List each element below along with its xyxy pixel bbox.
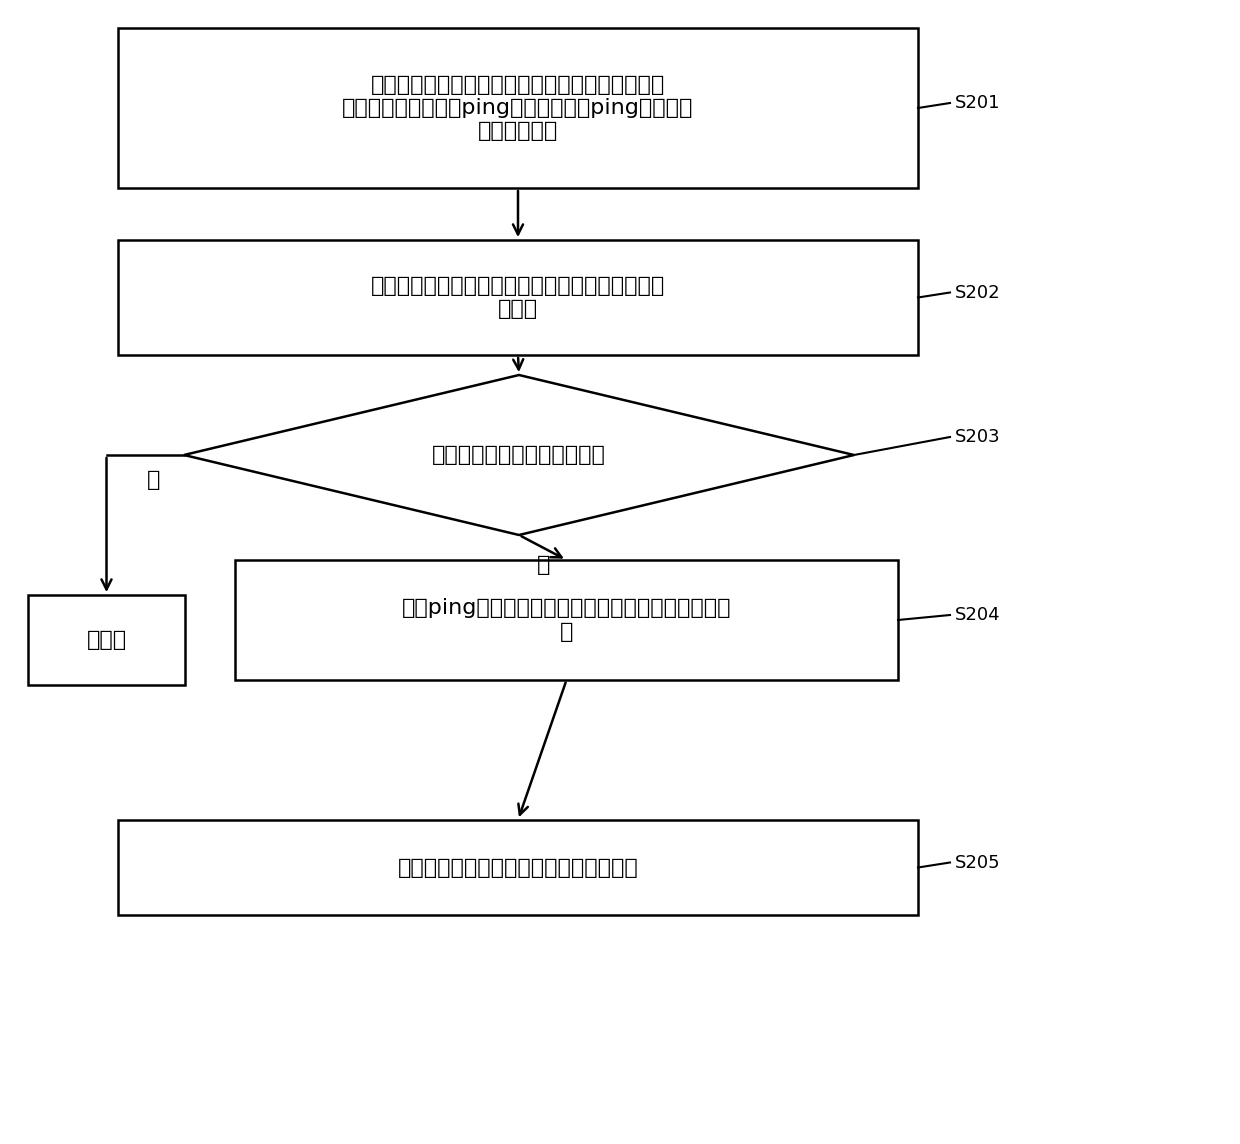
Text: 无操作: 无操作	[87, 630, 126, 650]
Text: S202: S202	[955, 284, 1001, 302]
Text: 判定ping消息超时，并将超时统计信息发送给第一节
点: 判定ping消息超时，并将超时统计信息发送给第一节 点	[402, 598, 732, 642]
Text: S201: S201	[955, 94, 1001, 112]
Bar	[236, 561, 898, 680]
Bar	[29, 595, 185, 685]
Polygon shape	[184, 375, 854, 535]
Text: S203: S203	[955, 428, 1001, 446]
Text: 是: 是	[537, 555, 551, 575]
Text: 判断时间差是否大于预设阈值: 判断时间差是否大于预设阈值	[432, 445, 606, 464]
Text: S205: S205	[955, 853, 1001, 872]
Text: 在存储集群中的第一节点接收到第二节点按照预设
心跳频率定时发送的ping消息时，记录ping消息对应
的心跳时间戳: 在存储集群中的第一节点接收到第二节点按照预设 心跳频率定时发送的ping消息时，…	[342, 74, 693, 141]
Text: 输出第一节点与第二节点通信异常的信息: 输出第一节点与第二节点通信异常的信息	[398, 858, 639, 877]
Bar	[118, 240, 918, 355]
Text: S204: S204	[955, 606, 1001, 623]
Bar	[118, 820, 918, 915]
Text: 计算当前的心跳时间戳与上次记录的心跳时间戳的
时间差: 计算当前的心跳时间戳与上次记录的心跳时间戳的 时间差	[371, 276, 665, 319]
Text: 否: 否	[148, 470, 161, 490]
Bar	[118, 27, 918, 188]
